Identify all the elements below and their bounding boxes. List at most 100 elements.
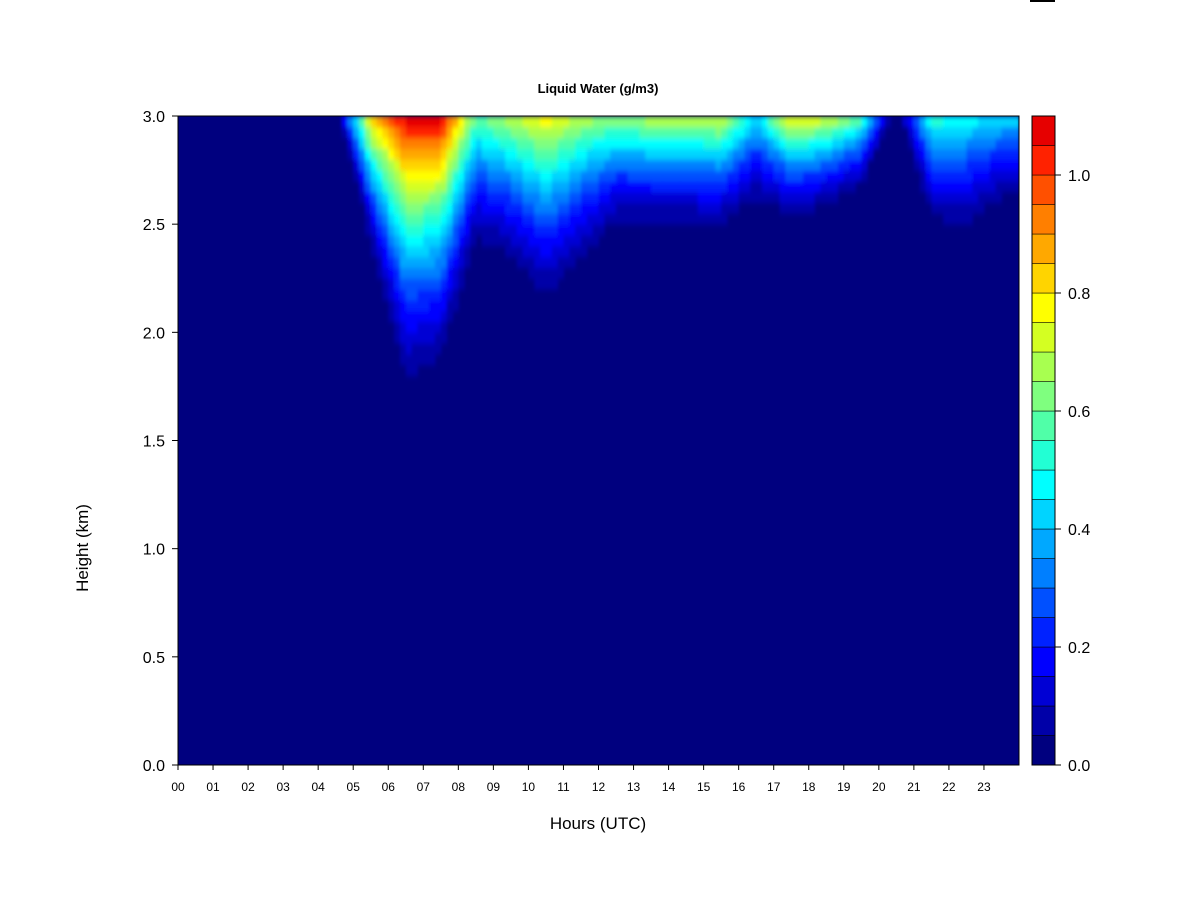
heatmap-cell — [639, 213, 646, 225]
heatmap-cell — [388, 245, 395, 258]
heatmap-cell — [662, 213, 670, 225]
heatmap-cell — [1007, 180, 1014, 193]
heatmap-cell — [948, 116, 956, 128]
heatmap-cell — [405, 234, 413, 247]
heatmap-cell — [458, 224, 465, 236]
heatmap-cell — [540, 213, 547, 225]
heatmap-cell — [493, 170, 500, 182]
heatmap-cell — [978, 170, 985, 182]
heatmap-cell — [394, 116, 401, 128]
heatmap-cell — [697, 137, 705, 150]
heatmap-cell — [423, 170, 430, 182]
heatmap-cell — [569, 180, 576, 193]
heatmap-cell — [750, 116, 757, 128]
heatmap-cell — [919, 137, 927, 150]
heatmap-cell — [510, 245, 518, 258]
heatmap-cell — [487, 159, 494, 171]
heatmap-cell — [423, 126, 430, 139]
heatmap-cell — [376, 137, 384, 150]
heatmap-cell — [966, 126, 973, 139]
heatmap-cell — [861, 126, 868, 139]
heatmap-cell — [697, 213, 705, 225]
heatmap-cell — [417, 224, 424, 236]
heatmap-cell — [475, 126, 483, 139]
colorbar-swatch — [1031, 705, 1056, 736]
heatmap-cell — [802, 191, 810, 204]
heatmap-cell — [399, 202, 407, 214]
heatmap-cell — [621, 148, 629, 160]
heatmap-cell — [364, 202, 372, 214]
heatmap-cell — [668, 126, 676, 139]
heatmap-cell — [440, 256, 448, 269]
heatmap-cell — [744, 159, 751, 171]
heatmap-cell — [417, 148, 424, 160]
colorbar-tick-label: 0.2 — [1068, 640, 1090, 657]
heatmap-cell — [756, 148, 763, 160]
heatmap-cell — [954, 148, 962, 160]
heatmap-cell — [1001, 159, 1008, 171]
heatmap-cell — [434, 224, 442, 236]
heatmap-cell — [429, 245, 436, 258]
heatmap-cell — [493, 234, 500, 247]
heatmap-cell — [744, 170, 751, 182]
heatmap-cell — [382, 267, 389, 279]
heatmap-cell — [423, 289, 430, 301]
x-tick-label: 23 — [977, 780, 991, 794]
heatmap-cell — [499, 148, 506, 160]
heatmap-cell — [545, 191, 553, 204]
heatmap-cell — [446, 148, 454, 160]
heatmap-cell — [394, 202, 401, 214]
heatmap-cell — [767, 137, 775, 150]
heatmap-cell — [405, 245, 413, 258]
heatmap-cell — [989, 148, 997, 160]
heatmap-cell — [651, 148, 658, 160]
heatmap-cell — [370, 116, 378, 128]
heatmap-cell — [522, 148, 530, 160]
heatmap-cell — [808, 159, 816, 171]
heatmap-cell — [592, 191, 600, 204]
heatmap-cell — [797, 191, 804, 204]
heatmap-cell — [808, 170, 816, 182]
heatmap-cell — [978, 202, 985, 214]
heatmap-cell — [382, 224, 389, 236]
heatmap-cell — [516, 245, 524, 258]
heatmap-cell — [715, 137, 722, 150]
heatmap-cell — [849, 126, 857, 139]
heatmap-cell — [394, 332, 401, 344]
heatmap-cell — [399, 343, 407, 355]
heatmap-cell — [580, 137, 588, 150]
heatmap-cell — [943, 159, 950, 171]
heatmap-cell — [983, 170, 991, 182]
heatmap-cell — [411, 224, 419, 236]
heatmap-cell — [808, 148, 816, 160]
heatmap-cell — [464, 245, 471, 258]
heatmap-cell — [359, 180, 366, 193]
heatmap-cell — [382, 213, 389, 225]
heatmap-cell — [633, 202, 640, 214]
heatmap-cell — [715, 159, 722, 171]
heatmap-cell — [686, 137, 693, 150]
heatmap-cell — [703, 148, 711, 160]
heatmap-cell — [417, 159, 424, 171]
heatmap-cell — [861, 116, 868, 128]
heatmap-cell — [487, 213, 494, 225]
heatmap-cell — [551, 148, 559, 160]
heatmap-cell — [604, 159, 611, 171]
heatmap-cell — [569, 256, 576, 269]
heatmap-cell — [411, 267, 419, 279]
heatmap-cell — [937, 170, 944, 182]
heatmap-cell — [966, 116, 973, 128]
heatmap-cell — [645, 116, 652, 128]
heatmap-cell — [423, 224, 430, 236]
heatmap-cell — [388, 213, 395, 225]
heatmap-cell — [370, 159, 378, 171]
heatmap-cell — [849, 137, 857, 150]
heatmap-cell — [411, 202, 419, 214]
heatmap-cell — [370, 170, 378, 182]
heatmap-cell — [610, 137, 617, 150]
heatmap-cell — [446, 224, 454, 236]
heatmap-cell — [545, 224, 553, 236]
colorbar-swatch — [1031, 440, 1056, 471]
heatmap-cell — [989, 180, 997, 193]
heatmap-cell — [470, 116, 477, 128]
